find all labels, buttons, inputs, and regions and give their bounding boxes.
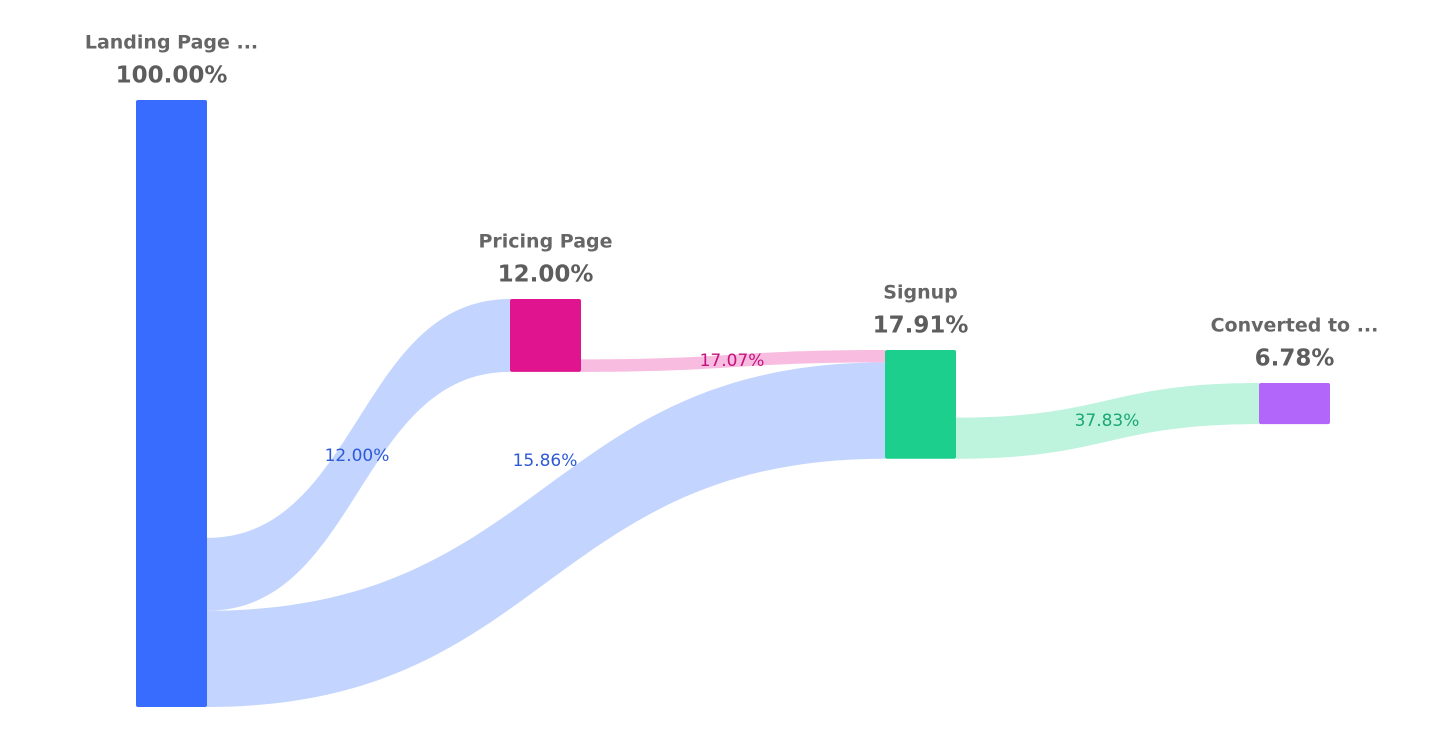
- node: [136, 100, 207, 707]
- link: [207, 362, 885, 707]
- link: [581, 350, 885, 372]
- node-value: 6.78%: [1255, 346, 1335, 372]
- node: [885, 350, 956, 459]
- link: [956, 383, 1259, 459]
- node-name: Landing Page ...: [85, 32, 258, 54]
- links: [207, 299, 1259, 707]
- node-value: 17.91%: [873, 313, 969, 339]
- node-value: 100.00%: [116, 63, 228, 89]
- node-name: Signup: [883, 282, 957, 304]
- node: [1259, 383, 1330, 425]
- link-label: 12.00%: [325, 446, 390, 466]
- node-value: 12.00%: [498, 262, 594, 288]
- node-name: Converted to ...: [1211, 315, 1379, 337]
- node-name: Pricing Page: [478, 231, 612, 253]
- link-label: 17.07%: [700, 351, 765, 371]
- node: [510, 299, 581, 372]
- link: [207, 299, 510, 611]
- link-label: 37.83%: [1075, 411, 1140, 431]
- link-label: 15.86%: [513, 451, 578, 471]
